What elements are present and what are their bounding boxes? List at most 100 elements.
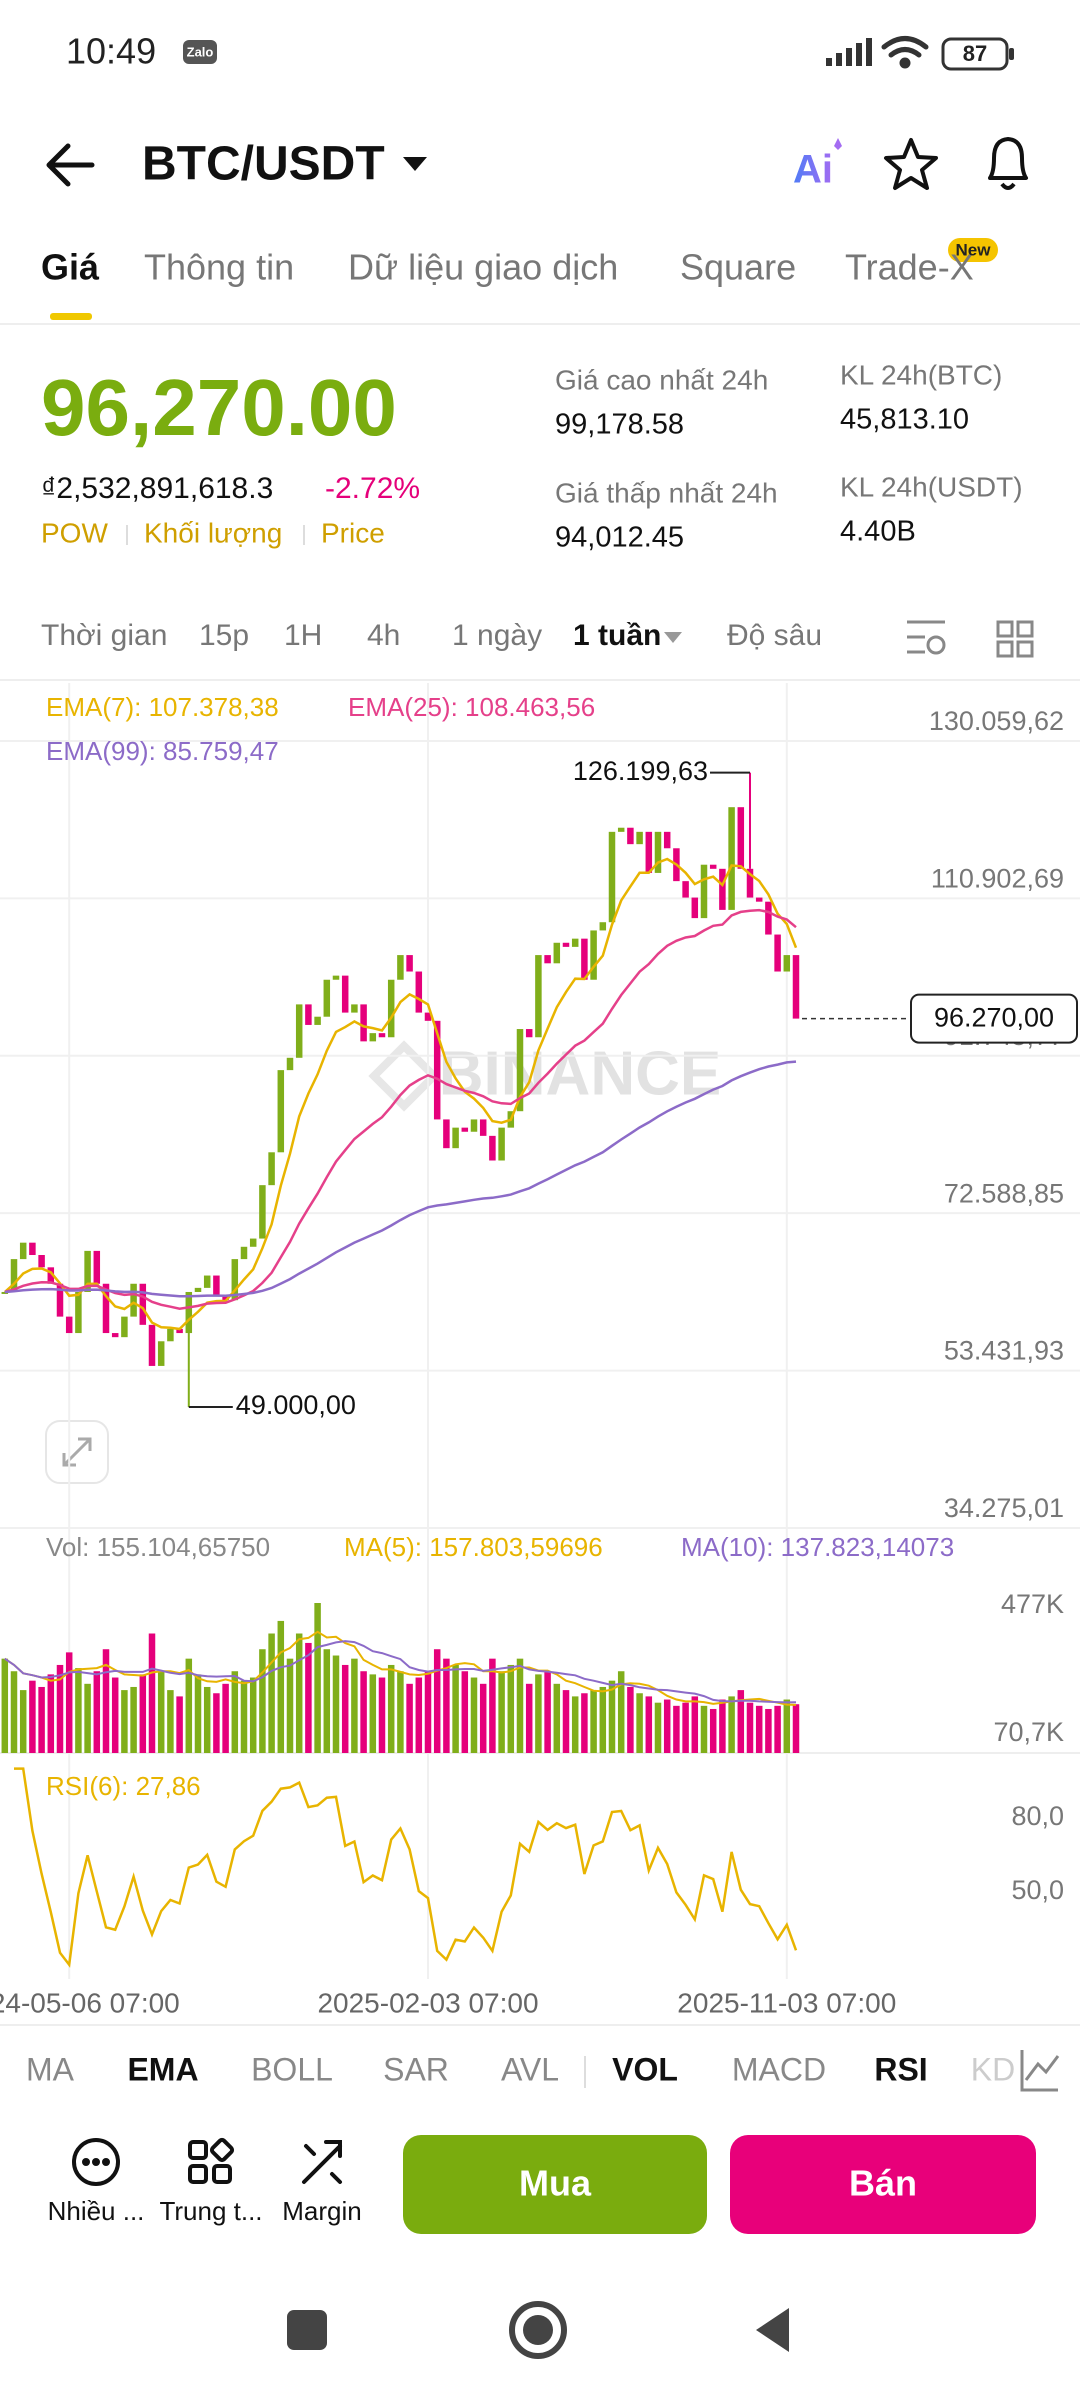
ema-line <box>4 908 797 1310</box>
candle-body <box>535 955 542 1038</box>
tab[interactable]: Thông tin <box>144 247 294 288</box>
layout-icon[interactable] <box>996 620 1034 658</box>
sell-button[interactable] <box>730 2135 1036 2234</box>
ticker-tag[interactable]: Khối lượng <box>144 517 282 548</box>
app-badge-bg <box>183 40 217 64</box>
candle-body <box>305 1004 312 1025</box>
candle-body <box>167 1328 174 1342</box>
y-tick-label: 53.431,93 <box>944 1336 1064 1366</box>
candle-body <box>351 1004 358 1013</box>
candle-body <box>286 1057 294 1071</box>
action-label[interactable]: Margin <box>282 2196 361 2226</box>
tab[interactable]: Trade-X <box>845 247 974 288</box>
indicator-tab[interactable]: MACD <box>732 2051 826 2087</box>
volume-bar <box>544 1671 551 1753</box>
indicator-tab[interactable]: VOL <box>612 2051 678 2087</box>
ema-line <box>4 1060 797 1298</box>
nav-recent[interactable] <box>287 2310 327 2350</box>
indicator-tab[interactable]: EMA <box>127 2051 198 2087</box>
sell-label[interactable]: Bán <box>849 2163 917 2204</box>
pair-title[interactable]: BTC/USDT <box>142 138 385 191</box>
candle-body <box>470 1119 478 1132</box>
volume-tick-label: 477K <box>1001 1589 1064 1619</box>
rsi-title: RSI(6): 27,86 <box>46 1771 201 1801</box>
y-tick-label: 130.059,62 <box>929 706 1064 736</box>
last-price-label: 96.270,00 <box>934 1003 1054 1033</box>
buy-button[interactable] <box>403 2135 707 2234</box>
candle-body <box>397 955 404 980</box>
tab[interactable]: Giá <box>41 247 100 288</box>
action-label[interactable]: Trung t... <box>159 2196 262 2226</box>
volume-bar <box>719 1699 726 1753</box>
buy-label[interactable]: Mua <box>519 2163 592 2204</box>
interval-option[interactable]: 1H <box>284 619 322 652</box>
indicator-tab[interactable]: AVL <box>501 2051 559 2087</box>
interval-option[interactable]: 15p <box>199 619 249 652</box>
volume-bar <box>746 1702 754 1753</box>
candle-body <box>268 1152 275 1186</box>
ticker-tag[interactable]: POW <box>41 517 108 548</box>
x-tick-label: 2024-05-06 07:00 <box>0 1987 180 2018</box>
back-button[interactable] <box>46 143 95 187</box>
hub-icon[interactable] <box>188 2137 235 2184</box>
margin-icon[interactable] <box>302 2140 342 2184</box>
nav-back[interactable] <box>756 2308 789 2352</box>
volume-bar <box>194 1674 202 1753</box>
candle-body <box>1 1291 9 1294</box>
volume-bar <box>700 1705 708 1753</box>
indicator-tab[interactable]: BOLL <box>251 2051 333 2087</box>
nav-home[interactable] <box>509 2301 567 2359</box>
candle-body <box>157 1341 165 1366</box>
indicator-legend: EMA(7): 107.378,38 <box>46 692 279 722</box>
candle-body <box>489 1135 496 1161</box>
ema-line <box>3 857 798 1331</box>
favorite-button[interactable] <box>884 138 938 190</box>
volume-bar <box>240 1680 248 1753</box>
candle-body <box>203 1275 211 1288</box>
tab[interactable]: Dữ liệu giao dịch <box>348 247 618 288</box>
ai-button[interactable]: Ai <box>793 148 833 192</box>
candle-body <box>65 1316 73 1334</box>
y-tick-label: 72.588,85 <box>944 1178 1064 1208</box>
indicator-tab[interactable]: SAR <box>383 2051 449 2087</box>
volume-bar <box>627 1686 634 1753</box>
indicator-settings[interactable] <box>1020 2050 1060 2092</box>
candle-body <box>259 1185 266 1239</box>
tab[interactable]: Square <box>680 247 796 288</box>
indicator-tab[interactable]: KD <box>971 2051 1015 2087</box>
chart-settings-icon[interactable] <box>907 620 946 655</box>
volume-bar <box>84 1683 91 1753</box>
volume-bar <box>433 1649 441 1753</box>
more-icon[interactable] <box>72 2138 120 2186</box>
rsi-tick-label: 50,0 <box>1011 1875 1064 1905</box>
indicator-tab[interactable]: MA <box>26 2051 75 2087</box>
alert-button[interactable] <box>988 137 1028 190</box>
indicator-tab[interactable]: RSI <box>874 2051 927 2087</box>
expand-button[interactable] <box>45 1420 109 1484</box>
interval-option[interactable]: 1 tuần <box>573 619 661 652</box>
candle-body <box>406 955 413 972</box>
interval-option[interactable]: 1 ngày <box>452 619 542 652</box>
candle-body <box>617 827 625 832</box>
volume-bar <box>176 1696 183 1753</box>
candle-body <box>516 1029 524 1112</box>
high-annotation: 126.199,63 <box>573 756 708 786</box>
volume-bar <box>783 1699 791 1753</box>
volume-bar <box>167 1690 174 1753</box>
candle-body <box>121 1316 128 1338</box>
volume-bar <box>148 1633 156 1753</box>
ticker-tag[interactable]: Price <box>321 517 385 548</box>
candle-body <box>222 1296 229 1301</box>
action-label[interactable]: Nhiều ... <box>48 2196 145 2226</box>
pair-dropdown[interactable] <box>403 157 427 171</box>
volume-ma-line <box>4 1630 797 1706</box>
depth-option[interactable]: Độ sâu <box>727 619 822 652</box>
candle-body <box>93 1250 101 1284</box>
candle-body <box>176 1328 183 1334</box>
volume-bar <box>728 1696 735 1753</box>
interval-option[interactable]: 4h <box>367 619 400 652</box>
candle-body <box>240 1246 248 1260</box>
interval-dropdown[interactable] <box>664 632 682 643</box>
candle-body <box>277 1070 285 1153</box>
rsi-tick-label: 80,0 <box>1011 1801 1064 1831</box>
